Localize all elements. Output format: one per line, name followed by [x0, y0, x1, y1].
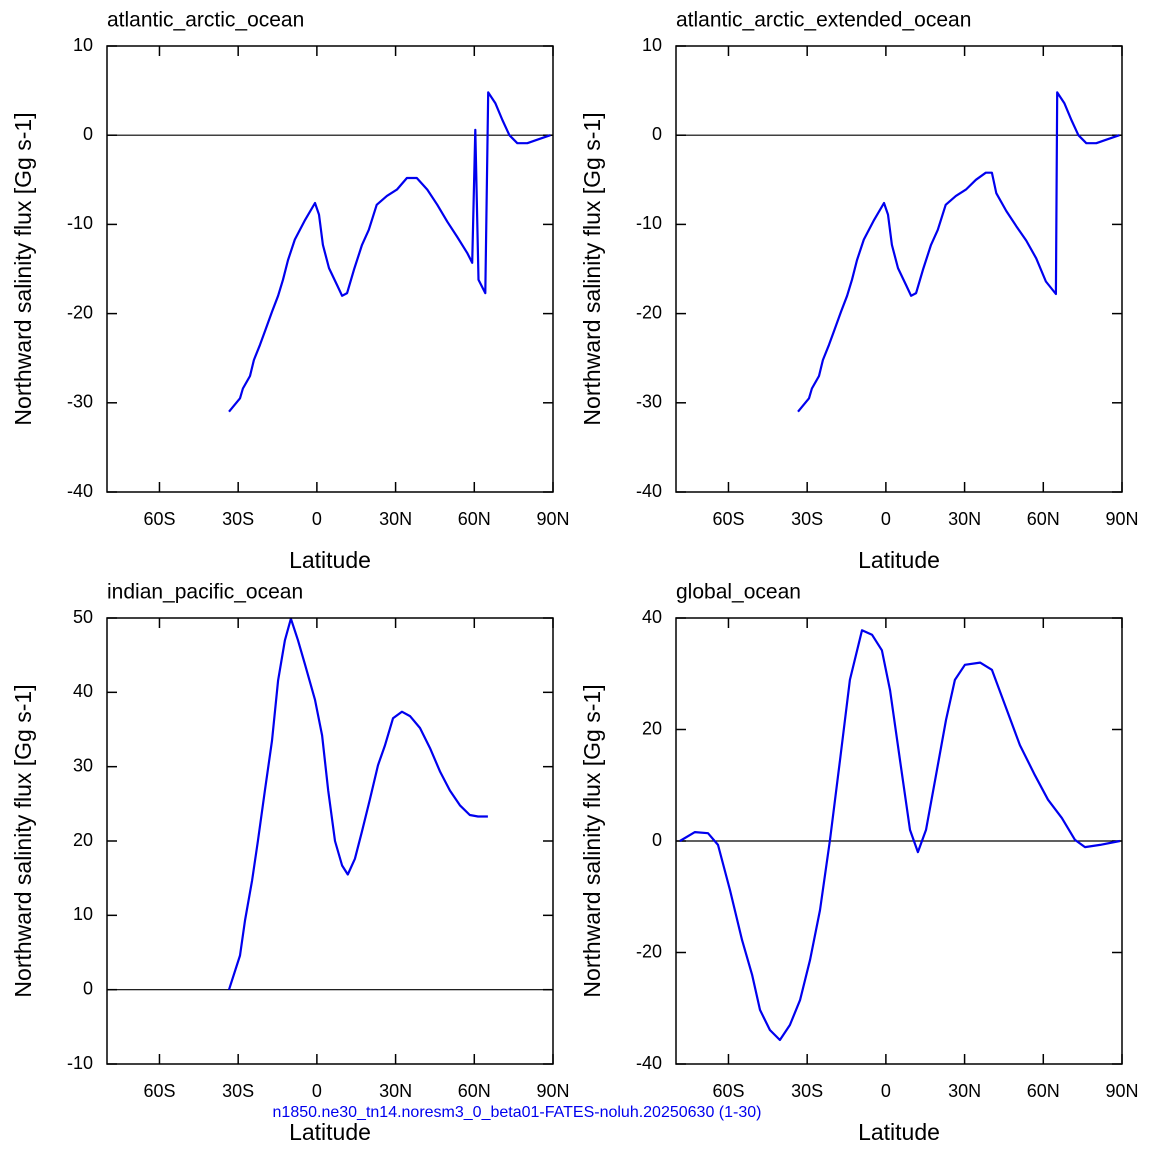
plot-frame [106, 617, 554, 1065]
y-tick-label: 40 [73, 681, 93, 701]
y-tick-label: -20 [67, 302, 93, 322]
panel-title: indian_pacific_ocean [107, 581, 303, 604]
y-tick-label: 10 [642, 35, 662, 55]
y-tick-label: -10 [636, 213, 662, 233]
x-tick-label: 30S [791, 1081, 823, 1101]
y-tick-label: 20 [73, 830, 93, 850]
x-tick-label: 90N [536, 1081, 569, 1101]
x-tick-label: 30N [948, 509, 981, 529]
y-tick-label: -40 [636, 481, 662, 501]
y-tick-label: -10 [67, 213, 93, 233]
panel-title: global_ocean [676, 581, 801, 604]
x-tick-label: 0 [881, 1081, 891, 1101]
plot-frame [675, 45, 1123, 493]
x-tick-label: 60N [458, 509, 491, 529]
y-tick-label: 0 [652, 830, 662, 850]
y-tick-label: -10 [67, 1053, 93, 1073]
panel-title: atlantic_arctic_ocean [107, 9, 304, 32]
x-tick-label: 60S [143, 1081, 175, 1101]
y-tick-label: 10 [73, 904, 93, 924]
x-tick-label: 0 [312, 1081, 322, 1101]
y-axis-label: Northward salinity flux [Gg s-1] [10, 684, 36, 997]
x-axis-label: Latitude [858, 547, 940, 573]
x-tick-label: 90N [1105, 1081, 1138, 1101]
plot-frame [106, 45, 554, 493]
x-tick-label: 30S [791, 509, 823, 529]
y-tick-label: -30 [636, 392, 662, 412]
y-tick-label: 0 [652, 124, 662, 144]
y-axis-label: Northward salinity flux [Gg s-1] [579, 112, 605, 425]
y-axis-label: Northward salinity flux [Gg s-1] [579, 684, 605, 997]
x-tick-label: 0 [312, 509, 322, 529]
x-axis-label: Latitude [289, 547, 371, 573]
y-tick-label: 20 [642, 718, 662, 738]
x-tick-label: 60S [712, 1081, 744, 1101]
y-tick-label: -20 [636, 302, 662, 322]
x-axis-label: Latitude [858, 1119, 940, 1145]
y-tick-label: 10 [73, 35, 93, 55]
x-tick-label: 30S [222, 1081, 254, 1101]
y-tick-label: 30 [73, 755, 93, 775]
y-tick-label: -30 [67, 392, 93, 412]
y-tick-label: 0 [83, 978, 93, 998]
data-line [228, 91, 551, 413]
y-tick-label: 40 [642, 607, 662, 627]
y-axis-label: Northward salinity flux [Gg s-1] [10, 112, 36, 425]
x-tick-label: 90N [1105, 509, 1138, 529]
x-tick-label: 60S [143, 509, 175, 529]
x-tick-label: 60N [1027, 509, 1060, 529]
y-tick-label: -40 [636, 1053, 662, 1073]
y-tick-label: -40 [67, 481, 93, 501]
plot-frame [675, 617, 1123, 1065]
x-tick-label: 0 [881, 509, 891, 529]
panel-title: atlantic_arctic_extended_ocean [676, 9, 971, 32]
x-tick-label: 30S [222, 509, 254, 529]
x-tick-label: 60N [1027, 1081, 1060, 1101]
data-line [679, 629, 1121, 1042]
caption: n1850.ne30_tn14.noresm3_0_beta01-FATES-n… [273, 1104, 762, 1121]
x-tick-label: 30N [379, 509, 412, 529]
y-tick-label: 0 [83, 124, 93, 144]
x-tick-label: 30N [948, 1081, 981, 1101]
x-tick-label: 60S [712, 509, 744, 529]
x-tick-label: 30N [379, 1081, 412, 1101]
x-tick-label: 60N [458, 1081, 491, 1101]
y-tick-label: 50 [73, 607, 93, 627]
data-line [227, 617, 488, 991]
x-axis-label: Latitude [289, 1119, 371, 1145]
x-tick-label: 90N [536, 509, 569, 529]
y-tick-label: -20 [636, 941, 662, 961]
data-line [797, 91, 1120, 413]
